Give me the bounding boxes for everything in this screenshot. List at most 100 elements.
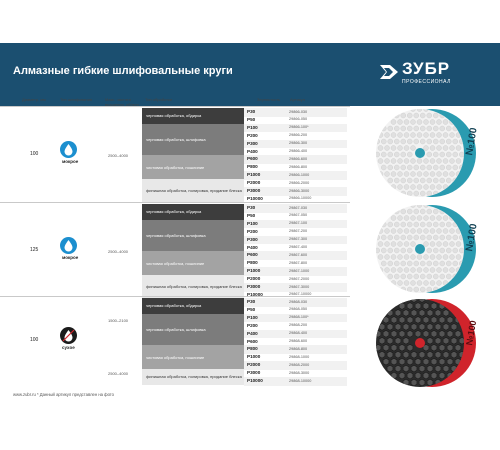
disc-dot-segment (452, 247, 458, 254)
disc-hex-segment (406, 316, 414, 324)
disc-dot-segment (413, 112, 419, 119)
disc-dot-segment (423, 184, 429, 190)
disc-dot-segment (400, 151, 406, 158)
disc-dot-segment (426, 177, 432, 184)
table-row: P800 29868-800 (142, 345, 347, 354)
disc-dot-segment (407, 234, 413, 241)
disc-dot-segment (410, 184, 416, 190)
disc-hex-segment (418, 309, 426, 317)
disc-dot-segment (446, 177, 452, 184)
disc-dot-segment (390, 158, 397, 164)
disc-dot-segment (410, 254, 416, 260)
disc-dot-segment (413, 234, 419, 241)
disc-dot-segment (397, 171, 403, 177)
disc-dot-segment (410, 132, 416, 138)
disc-hex-segment (414, 357, 422, 366)
disc-hex-segment (402, 337, 410, 345)
disc-dot-segment (426, 247, 432, 254)
disc-dot-segment (446, 138, 452, 145)
disc-dot-segment (429, 215, 436, 221)
disc-dot-segment (390, 215, 397, 221)
disc-dot-segment (416, 158, 423, 164)
disc-dot-segment (403, 228, 410, 234)
processing-type-band: финишная обработка, полировка, придание … (142, 275, 244, 299)
water-drop-icon (60, 141, 77, 159)
processing-type-band: черновая обработка, обдирка (142, 108, 244, 124)
disc-dot-segment (426, 125, 432, 132)
disc-hex-segment (430, 316, 438, 324)
disc-hex-segment (438, 343, 446, 352)
disc-dot-segment (449, 132, 455, 138)
table-row: P1000 29868-1000 (142, 353, 347, 362)
disc-hex-segment (378, 323, 386, 331)
article-value: 29868-200 (289, 323, 308, 328)
disc-dot-segment (433, 125, 439, 132)
disc-dot-segment (433, 138, 439, 145)
disc-dot-segment (400, 125, 406, 132)
disc-dot-segment (413, 273, 419, 280)
table-row: P30 29868-030 (142, 298, 347, 307)
disc-dot-segment (407, 190, 413, 197)
disc-dot-segment (442, 215, 449, 221)
disc-dot-segment (410, 119, 416, 125)
disc-dot-segment (381, 221, 387, 228)
disc-dot-segment (407, 138, 413, 145)
disc-dot-segment (394, 208, 400, 215)
disc-hex-segment (386, 350, 394, 359)
disc-hex-segment (430, 343, 438, 352)
disc-dot-segment (446, 273, 452, 280)
row-background (244, 123, 347, 133)
disc-dot-segment (439, 151, 445, 158)
disc-dot-segment (403, 241, 410, 247)
disc-dot-segment (407, 221, 413, 228)
disc-dot-segment (439, 125, 445, 132)
table-row: P2000 29868-2000 (142, 361, 347, 370)
disc-dot-segment (390, 254, 397, 260)
table-row: P800 29867-800 (142, 259, 347, 268)
col-grinding-type: Тип шлифования (60, 97, 92, 102)
table-row: P600 29866-600 (142, 155, 347, 164)
disc-dot-segment (384, 158, 390, 164)
disc-hex-segment (434, 364, 442, 373)
disc-dot-segment (416, 215, 423, 221)
disc-dot-segment (376, 234, 380, 241)
disc-hex-segment (376, 330, 382, 338)
disc-dot-segment (390, 241, 397, 247)
disc-dot-segment (452, 234, 458, 241)
disc-dot-segment (459, 151, 464, 158)
row-background (244, 298, 347, 307)
disc-dot-segment (410, 171, 416, 177)
disc-dot-segment (426, 138, 432, 145)
disc-dot-segment (439, 247, 445, 254)
disc-dot-segment (416, 267, 423, 273)
table-row: P400 29867-400 (142, 244, 347, 253)
disc-dot-segment (400, 138, 406, 145)
disc-hex-segment (418, 350, 426, 359)
disc-dot-segment (429, 254, 436, 260)
disc-dot-segment (400, 190, 406, 197)
article-value: 29867-100 (289, 221, 308, 226)
disc-dot-segment (442, 267, 449, 273)
article-value: 29867-050 (289, 213, 308, 218)
disc-dot-segment (413, 190, 419, 197)
disc-dot-segment (416, 132, 423, 138)
row-background (244, 329, 347, 339)
disc-hex-segment (458, 337, 464, 345)
disc-dot-segment (394, 177, 400, 184)
disc-dot-segment (436, 215, 442, 221)
disc-dot-segment (433, 260, 439, 267)
disc-hex-segment (414, 316, 422, 324)
disc-hex-segment (450, 337, 458, 345)
disc-dot-segment (446, 247, 452, 254)
disc-dot-segment (423, 215, 429, 221)
disc-dot-segment (423, 158, 429, 164)
disc-hex-segment (378, 350, 386, 359)
disc-dot-segment (442, 228, 449, 234)
article-value: 29867-200 (289, 229, 308, 234)
disc-dot-segment (429, 280, 436, 286)
disc-hex-segment (410, 309, 418, 317)
disc-dot-segment (403, 184, 410, 190)
disc-dot-segment (387, 260, 393, 267)
disc-dot-segment (439, 221, 445, 228)
disc-dot-segment (381, 234, 387, 241)
